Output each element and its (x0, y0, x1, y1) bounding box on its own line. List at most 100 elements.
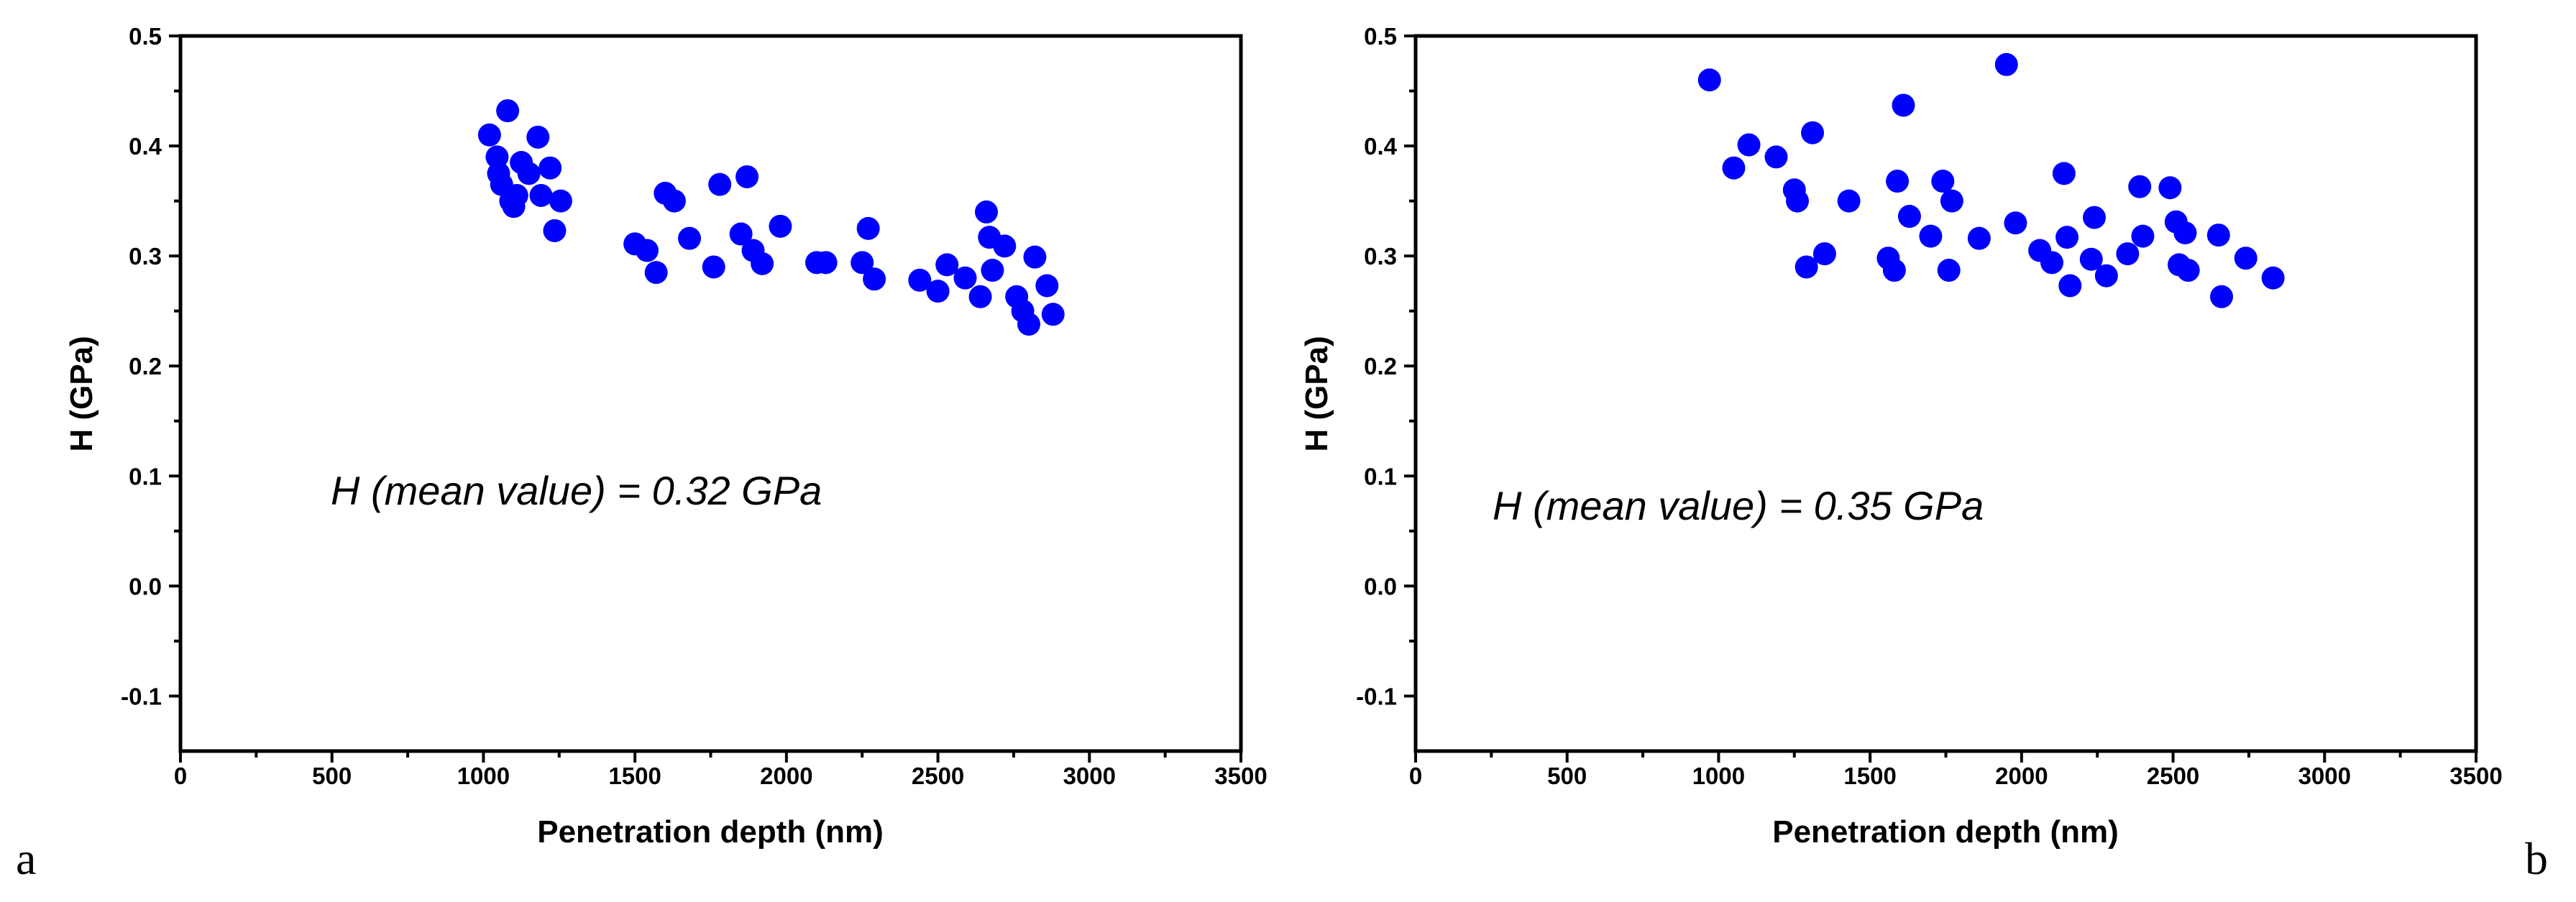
y-tick-label: 0.2 (129, 353, 162, 379)
data-point (662, 189, 686, 213)
y-tick-label: 0.1 (1364, 463, 1397, 489)
y-axis-title-b: H (GPa) (1299, 336, 1334, 451)
y-tick-label: 0.5 (1364, 23, 1397, 50)
data-point (735, 165, 759, 188)
mean-value-annotation-b: H (mean value) = 0.35 GPa (1493, 483, 1984, 528)
y-tick-label: 0.0 (129, 573, 162, 599)
data-point (769, 214, 792, 238)
data-point (993, 234, 1017, 258)
data-point (2083, 206, 2106, 229)
data-point (2094, 264, 2118, 287)
x-tick-label: 500 (1547, 763, 1587, 789)
data-point (505, 183, 528, 207)
data-point (496, 99, 520, 123)
data-point (1919, 224, 1943, 248)
data-point (968, 285, 992, 308)
y-axis-title-a: H (GPa) (64, 336, 99, 451)
data-point (2176, 259, 2200, 282)
data-point (1886, 170, 1910, 193)
data-point (1897, 205, 1921, 229)
data-point (517, 162, 541, 185)
data-point (814, 251, 838, 275)
x-tick-label: 2500 (2147, 763, 2199, 789)
data-point (1882, 259, 1906, 282)
data-point (1023, 245, 1047, 269)
data-point (863, 267, 886, 291)
data-point (708, 172, 732, 196)
data-point (678, 226, 701, 250)
data-point (856, 216, 880, 240)
data-point (2261, 266, 2285, 290)
data-point (538, 156, 562, 180)
data-point (1812, 242, 1836, 266)
data-point (644, 261, 668, 285)
x-axis-title-b: Penetration depth (nm) (1772, 814, 2119, 850)
data-point (2158, 176, 2182, 200)
x-axis-title-a: Penetration depth (nm) (537, 814, 884, 850)
data-point (1764, 145, 1788, 169)
data-point (549, 189, 572, 213)
data-point (751, 252, 774, 275)
data-point (2052, 162, 2076, 185)
panel-a: 0 500 1000 1500 2000 2500 3000 3500 -0.1 0.0 0.1 0.… (16, 23, 1268, 884)
data-point (529, 183, 553, 207)
data-point (1017, 313, 1040, 336)
data-point (1837, 189, 1861, 213)
ticks-a: 0 500 1000 1500 2000 2500 3000 3500 -0.1 0.0 0.1 0.… (121, 23, 1268, 789)
data-point (981, 259, 1004, 282)
data-point (2055, 226, 2079, 249)
x-tick-label: 1000 (457, 763, 510, 789)
plot-frame-a (178, 34, 1243, 753)
points-a (477, 99, 1065, 336)
data-point (2234, 247, 2258, 270)
y-tick-label: -0.1 (1356, 683, 1397, 709)
data-point (1801, 121, 1825, 144)
y-tick-label: 0.3 (129, 243, 162, 270)
data-point (526, 125, 550, 149)
data-point (1892, 93, 1915, 117)
data-point (1737, 133, 1761, 157)
y-tick-label: 0.4 (129, 133, 162, 160)
data-point (1795, 255, 1818, 279)
y-tick-label: 0.1 (129, 463, 162, 489)
plot-frame-b (1413, 34, 2478, 753)
data-point (926, 280, 950, 303)
y-tick-label: -0.1 (121, 683, 162, 709)
y-tick-label: 0.4 (1364, 133, 1398, 160)
points-b (1697, 52, 2285, 308)
data-point (702, 255, 725, 279)
data-point (2058, 274, 2082, 298)
data-point (543, 218, 567, 242)
labels-a: Penetration depth (nm) H (GPa) H (mean v… (16, 336, 884, 884)
x-tick-label: 0 (1409, 763, 1422, 789)
y-tick-label: 0.2 (1364, 353, 1397, 379)
data-point (485, 145, 509, 169)
data-point (851, 251, 874, 275)
x-tick-label: 3000 (2298, 763, 2351, 789)
x-tick-label: 500 (312, 763, 352, 789)
data-point (975, 200, 998, 224)
data-point (908, 268, 932, 292)
data-point (935, 253, 959, 277)
data-point (1722, 156, 1746, 180)
data-point (1786, 189, 1809, 213)
data-point (2004, 211, 2027, 235)
panel-b: 0 500 1000 1500 2000 2500 3000 3500 -0.1 0.0 0.1 0.… (1299, 23, 2548, 884)
x-tick-label: 3500 (2449, 763, 2502, 789)
x-tick-label: 3000 (1063, 763, 1116, 789)
x-tick-label: 2000 (760, 763, 812, 789)
data-point (2116, 242, 2140, 266)
y-tick-label: 0.5 (129, 23, 162, 50)
data-point (729, 222, 753, 246)
x-tick-label: 2000 (1995, 763, 2048, 789)
data-point (477, 123, 501, 147)
data-point (636, 239, 659, 262)
labels-b: Penetration depth (nm) H (GPa) H (mean v… (1299, 336, 2548, 884)
data-point (1994, 52, 2018, 76)
x-tick-label: 1500 (1843, 763, 1896, 789)
data-point (1967, 226, 1991, 250)
data-point (1937, 259, 1961, 282)
panel-label-b: b (2525, 833, 2548, 884)
data-point (1940, 189, 1963, 213)
